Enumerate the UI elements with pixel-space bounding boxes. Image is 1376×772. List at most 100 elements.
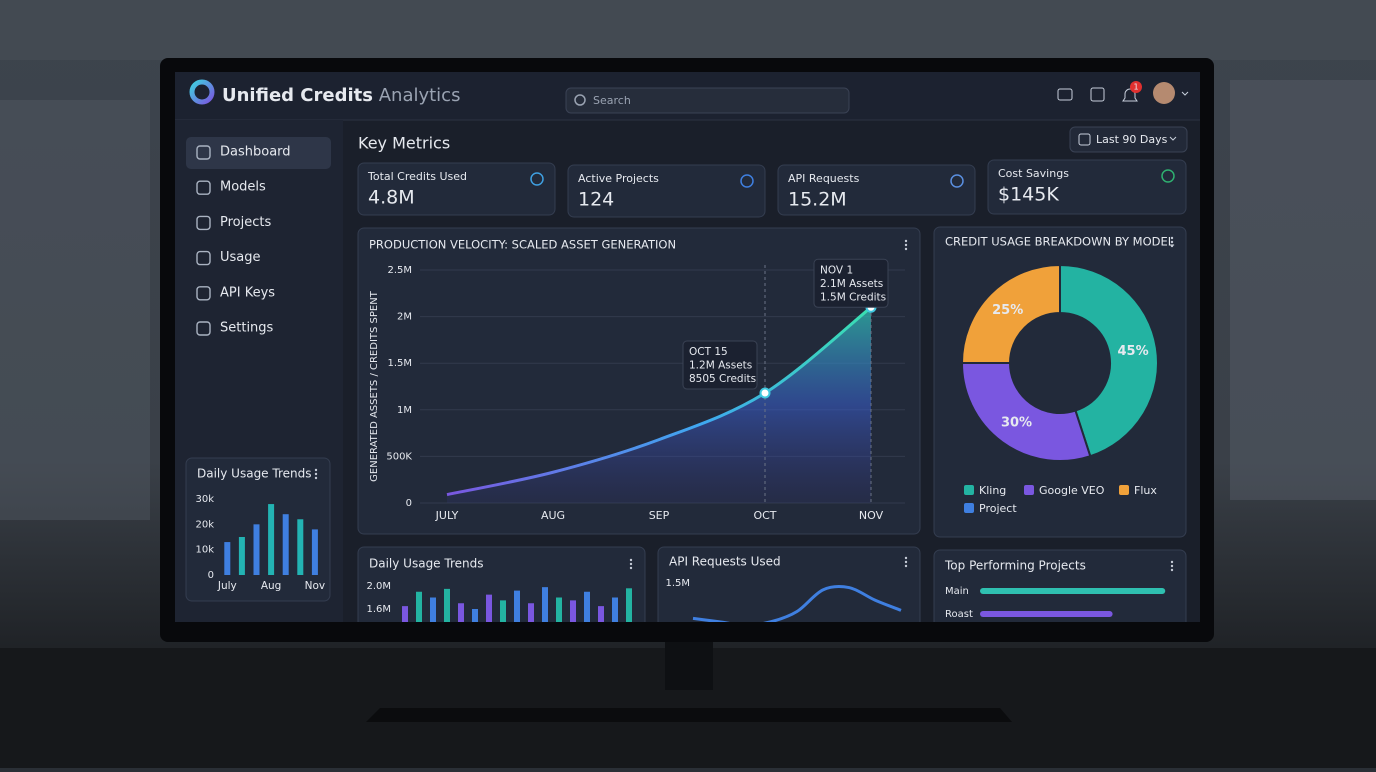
menu-dot[interactable] (1170, 564, 1174, 568)
menu-dot[interactable] (629, 566, 633, 570)
bar (472, 609, 478, 622)
bar (238, 537, 245, 575)
menu-dot[interactable] (314, 476, 318, 480)
bar (556, 597, 562, 622)
x-tick-label: SEP (649, 509, 670, 522)
chart-title: API Requests Used (669, 555, 781, 569)
menu-dot[interactable] (904, 560, 908, 564)
tooltip-line: 2.1M Assets (820, 278, 883, 290)
tooltip-line: OCT 15 (689, 346, 728, 358)
nav-item[interactable]: API Keys (220, 285, 275, 300)
nav-item[interactable]: Models (220, 180, 266, 195)
bar (514, 590, 520, 622)
bar (980, 611, 1113, 617)
search-placeholder[interactable]: Search (593, 94, 631, 107)
nav-item[interactable]: Dashboard (220, 145, 291, 160)
metric-card (357, 162, 556, 216)
chart-card (657, 546, 921, 622)
nav-active (186, 137, 331, 169)
nav-item[interactable]: Settings (220, 321, 274, 336)
slice-label: 25% (992, 303, 1023, 318)
menu-dot[interactable] (314, 468, 318, 472)
menu-dot[interactable] (1170, 560, 1174, 564)
tooltip-line: 8505 Credits (689, 373, 756, 385)
pie-slice (1059, 263, 1159, 458)
screen: Unified Credits Analytics Search 1 Key M… (175, 72, 1200, 622)
menu-dot[interactable] (904, 564, 908, 568)
legend-label: Google VEO (1039, 484, 1105, 497)
chevron (1169, 136, 1177, 141)
x-tick-label: AUG (541, 509, 565, 522)
menu-dot[interactable] (1170, 240, 1174, 244)
bar (500, 600, 506, 622)
nav-icon (196, 215, 211, 231)
chart-card (933, 549, 1187, 622)
range-label[interactable]: Last 90 Days (1096, 133, 1168, 146)
chart-title: PRODUCTION VELOCITY: SCALED ASSET GENERA… (369, 238, 676, 252)
menu-dot[interactable] (629, 562, 633, 566)
x-tick-label: Aug (261, 580, 282, 592)
nav-icon (196, 286, 211, 301)
badge (1130, 81, 1142, 93)
metric-icon (950, 174, 964, 188)
x-tick-label: OCT (753, 509, 776, 522)
bar (458, 603, 464, 622)
menu-dot[interactable] (1170, 236, 1174, 240)
bar (311, 529, 318, 575)
search-icon (574, 94, 586, 106)
y-axis-label: GENERATED ASSETS / CREDITS SPENT (369, 290, 380, 482)
legend-label: Flux (1134, 484, 1157, 497)
menu-dot[interactable] (629, 558, 633, 562)
menu-dot[interactable] (314, 472, 318, 476)
y-tick-label: 1.5M (387, 358, 412, 369)
nav-icon (196, 250, 211, 266)
menu-dot[interactable] (904, 556, 908, 560)
tooltip-line: 1.2M Assets (689, 360, 752, 372)
y-tick-label: 30k (195, 494, 214, 505)
x-tick-label: JULY (435, 509, 459, 522)
avatar[interactable] (1153, 82, 1175, 104)
bar (626, 588, 632, 622)
brand-name: Unified Credits (222, 85, 373, 106)
bar (416, 591, 422, 622)
y-tick-label: 500K (386, 451, 412, 462)
metric-card (777, 164, 976, 216)
bar (584, 591, 590, 622)
menu-dot[interactable] (1170, 568, 1174, 572)
chart-title: Top Performing Projects (944, 559, 1086, 573)
metric-card (987, 159, 1187, 215)
chat-icon[interactable] (1057, 88, 1073, 101)
metric-label: Total Credits Used (367, 170, 467, 183)
y-tick-label: 1M (397, 405, 412, 416)
bar (486, 594, 492, 622)
metric-label: Active Projects (578, 172, 659, 185)
chart-title: CREDIT USAGE BREAKDOWN BY MODEL (945, 235, 1175, 249)
bar (570, 600, 576, 622)
menu-dot[interactable] (904, 247, 908, 251)
doc-icon[interactable] (1090, 87, 1105, 102)
y-tick-label: 20k (195, 519, 214, 530)
menu-dot[interactable] (904, 243, 908, 247)
y-tick-label: 10k (195, 545, 214, 556)
legend-label: Project (979, 502, 1017, 515)
slice-label: 45% (1118, 344, 1149, 359)
y-tick-label: 0 (208, 570, 214, 581)
legend-swatch (1024, 485, 1034, 495)
nav-item[interactable]: Projects (220, 215, 271, 230)
bar (612, 597, 618, 622)
menu-dot[interactable] (904, 239, 908, 243)
search-box[interactable] (565, 87, 850, 114)
row-label: Roast (945, 609, 973, 620)
chart-title: Daily Usage Trends (369, 557, 483, 571)
metric-value: $145K (998, 184, 1059, 206)
point-marker (759, 387, 771, 399)
metric-label: API Requests (788, 172, 860, 185)
menu-dot[interactable] (1170, 244, 1174, 248)
range-filter[interactable] (1069, 126, 1188, 153)
area (447, 307, 871, 503)
legend-swatch (964, 503, 974, 513)
chart-title: Daily Usage Trends (197, 467, 311, 481)
nav-item[interactable]: Usage (220, 250, 261, 265)
